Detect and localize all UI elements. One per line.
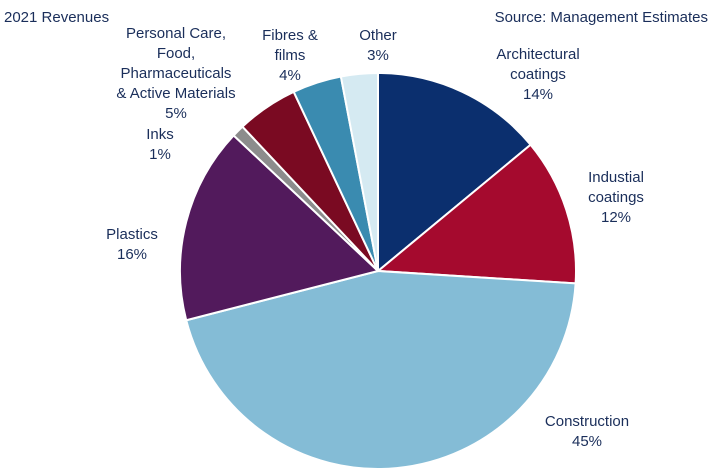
slice-label: Industial coatings 12%	[588, 168, 644, 228]
category-label: Construction	[544, 413, 630, 430]
slice-label: Other 3%	[359, 26, 397, 66]
category-label: Inks	[146, 126, 174, 143]
slice-label: Construction 45%	[545, 412, 629, 452]
slice-label: Personal Care, Food, Pharmaceuticals & A…	[116, 24, 235, 124]
value-label: 14%	[522, 86, 554, 103]
category-label: Other	[359, 27, 397, 44]
category-label: Industial coatings	[588, 169, 644, 206]
slice-label: Inks 1%	[146, 125, 174, 165]
chart-title: 2021 Revenues	[4, 9, 110, 26]
value-label: 12%	[600, 209, 632, 226]
pie-slice	[185, 269, 577, 469]
value-label: 16%	[116, 246, 148, 263]
slice-label: Plastics 16%	[106, 225, 158, 265]
pie-slice	[179, 134, 381, 322]
pie-slice	[375, 143, 577, 285]
value-label: 1%	[149, 146, 171, 163]
slice-label: Architectural coatings 14%	[496, 45, 579, 105]
category-label: Architectural coatings	[496, 46, 580, 83]
value-label: 5%	[165, 105, 187, 122]
pie-slice	[339, 71, 379, 272]
category-label: Personal Care, Food, Pharmaceuticals & A…	[116, 25, 236, 102]
value-label: 45%	[571, 433, 603, 450]
chart-subtitle: Source: Management Estimates	[494, 9, 708, 26]
pie-slice	[377, 71, 532, 274]
value-label: 3%	[367, 47, 389, 64]
category-label: Fibres & films	[262, 27, 318, 64]
value-label: 4%	[279, 67, 301, 84]
category-label: Plastics	[106, 226, 158, 243]
slice-label: Fibres & films 4%	[262, 26, 318, 86]
